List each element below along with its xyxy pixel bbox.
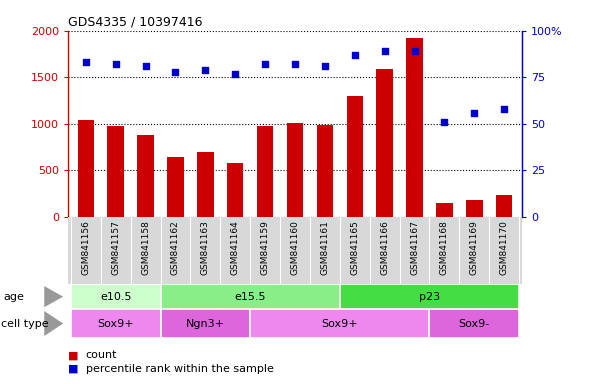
Text: GSM841157: GSM841157: [111, 220, 120, 275]
Text: GSM841166: GSM841166: [380, 220, 389, 275]
Text: cell type: cell type: [1, 318, 48, 329]
Bar: [407, 38, 423, 217]
Text: count: count: [86, 350, 117, 360]
Point: [111, 61, 120, 67]
Text: percentile rank within the sample: percentile rank within the sample: [86, 364, 273, 374]
Bar: [287, 123, 303, 217]
Text: Sox9+: Sox9+: [322, 318, 358, 329]
Text: GSM841165: GSM841165: [350, 220, 359, 275]
Bar: [250, 309, 430, 338]
Bar: [137, 135, 154, 217]
Text: Sox9-: Sox9-: [458, 318, 490, 329]
Text: GSM841159: GSM841159: [261, 220, 270, 275]
Point: [410, 48, 419, 54]
Point: [350, 52, 359, 58]
Bar: [466, 200, 483, 217]
Text: ■: ■: [68, 350, 78, 360]
Point: [320, 63, 330, 69]
Text: ■: ■: [68, 364, 78, 374]
Bar: [340, 284, 519, 309]
Text: GSM841169: GSM841169: [470, 220, 479, 275]
Point: [290, 61, 300, 67]
Bar: [197, 152, 214, 217]
Text: Sox9+: Sox9+: [97, 318, 134, 329]
Text: GSM841168: GSM841168: [440, 220, 449, 275]
Point: [141, 63, 150, 69]
Text: GSM841163: GSM841163: [201, 220, 210, 275]
Text: age: age: [3, 291, 24, 302]
Bar: [436, 202, 453, 217]
Bar: [227, 163, 244, 217]
Point: [380, 48, 389, 54]
Text: p23: p23: [419, 291, 440, 302]
Text: e15.5: e15.5: [234, 291, 266, 302]
Bar: [107, 126, 124, 217]
Text: GSM841156: GSM841156: [81, 220, 90, 275]
Text: GSM841160: GSM841160: [290, 220, 300, 275]
Text: GDS4335 / 10397416: GDS4335 / 10397416: [68, 15, 202, 28]
Point: [500, 106, 509, 112]
Text: GSM841167: GSM841167: [410, 220, 419, 275]
Text: GSM841164: GSM841164: [231, 220, 240, 275]
Bar: [317, 125, 333, 217]
Point: [231, 71, 240, 77]
Text: GSM841162: GSM841162: [171, 220, 180, 275]
Bar: [160, 284, 340, 309]
Text: e10.5: e10.5: [100, 291, 132, 302]
Point: [440, 119, 449, 125]
Text: GSM841158: GSM841158: [141, 220, 150, 275]
Point: [81, 59, 90, 65]
Polygon shape: [44, 311, 63, 336]
Text: Ngn3+: Ngn3+: [186, 318, 225, 329]
Bar: [167, 157, 183, 217]
Bar: [496, 195, 513, 217]
Text: GSM841161: GSM841161: [320, 220, 329, 275]
Point: [171, 69, 180, 75]
Bar: [376, 69, 393, 217]
Point: [201, 67, 210, 73]
Bar: [346, 96, 363, 217]
Point: [260, 61, 270, 67]
Bar: [77, 120, 94, 217]
Point: [470, 109, 479, 116]
Text: GSM841170: GSM841170: [500, 220, 509, 275]
Bar: [430, 309, 519, 338]
Polygon shape: [44, 286, 63, 307]
Bar: [71, 309, 160, 338]
Bar: [71, 284, 160, 309]
Bar: [257, 126, 273, 217]
Bar: [160, 309, 250, 338]
